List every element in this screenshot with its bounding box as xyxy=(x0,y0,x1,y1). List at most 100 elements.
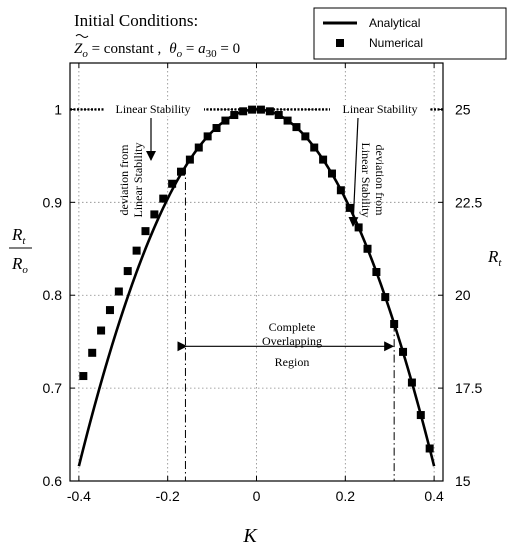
y-left-tick-label-1: 0.7 xyxy=(43,380,63,396)
numerical-point-3 xyxy=(105,306,114,315)
numerical-point-24 xyxy=(292,123,301,132)
header-z-symbol: Z xyxy=(74,41,83,57)
numerical-point-2 xyxy=(97,326,106,335)
x-tick-label-3: 0.2 xyxy=(336,488,356,504)
linear-stability-left-label: Linear Stability xyxy=(116,102,191,116)
numerical-point-27 xyxy=(319,155,328,164)
numerical-point-16 xyxy=(221,116,230,125)
x-tick-label-1: -0.2 xyxy=(156,488,180,504)
x-axis-label: K xyxy=(242,525,258,547)
numerical-point-23 xyxy=(283,116,292,125)
numerical-point-17 xyxy=(230,111,239,120)
deviation-right-line2: Linear Stability xyxy=(359,143,373,218)
numerical-point-21 xyxy=(265,107,274,116)
linear-stability-right-bg xyxy=(330,100,430,116)
header-z-sub: o xyxy=(82,48,88,60)
header-theta-sub: o xyxy=(177,48,183,60)
numerical-point-15 xyxy=(212,124,221,133)
header-theta-end: = 0 xyxy=(217,41,240,57)
y-left-tick-label-4: 1 xyxy=(54,101,62,117)
y-right-tick-label-1: 17.5 xyxy=(455,380,482,396)
numerical-point-37 xyxy=(407,378,416,387)
y-right-sub: t xyxy=(498,257,502,269)
tick-labels: -0.4 -0.2 0 0.2 0.4 0.6 0.7 0.8 0.9 1 15 17.5 20 22.5… xyxy=(43,63,482,504)
numerical-point-33 xyxy=(372,268,381,276)
analytical-curve xyxy=(77,108,436,467)
x-tick-label-0: -0.4 xyxy=(67,488,91,504)
y-left-den-sym: R xyxy=(11,254,23,273)
numerical-point-1 xyxy=(88,348,97,357)
numerical-point-26 xyxy=(310,143,319,152)
analytical-series xyxy=(77,108,436,467)
annotations: Linear Stability Linear Stability deviat… xyxy=(104,100,430,370)
deviation-left-line2: Linear Stability xyxy=(131,143,145,218)
y-left-axis-label: Rt Ro xyxy=(9,225,32,276)
numerical-point-39 xyxy=(425,444,434,453)
header-theta-symbol: θ xyxy=(169,41,177,57)
y-left-num: Rt xyxy=(11,225,26,247)
numerical-point-5 xyxy=(123,267,132,276)
y-left-tick-label-2: 0.8 xyxy=(43,287,63,303)
y-right-tick-label-0: 15 xyxy=(455,473,471,489)
numerical-point-28 xyxy=(327,169,336,178)
header-a-symbol: a xyxy=(198,41,206,57)
numerical-point-7 xyxy=(141,227,150,236)
y-left-den-sub: o xyxy=(22,264,28,276)
y-right-tick-label-4: 25 xyxy=(455,101,471,117)
x-tick-label-2: 0 xyxy=(253,488,261,504)
numerical-point-30 xyxy=(345,203,354,212)
numerical-point-14 xyxy=(203,132,212,141)
numerical-point-19 xyxy=(248,105,257,114)
header-theta-mid: = xyxy=(182,41,198,57)
deviation-left-line1: deviation from xyxy=(117,144,131,216)
numerical-point-12 xyxy=(185,155,194,164)
y-right-tick-label-3: 22.5 xyxy=(455,194,482,210)
legend-numerical-label: Numerical xyxy=(369,36,423,50)
header-line1: Initial Conditions: xyxy=(74,11,198,30)
numerical-series xyxy=(79,105,434,453)
numerical-point-38 xyxy=(416,411,425,420)
numerical-point-29 xyxy=(336,186,345,195)
grid xyxy=(70,63,443,482)
numerical-point-25 xyxy=(301,132,310,141)
overlap-line3: Region xyxy=(275,355,310,369)
overlap-line1: Complete xyxy=(269,320,316,334)
numerical-point-13 xyxy=(194,143,203,152)
linear-stability-left-bg xyxy=(104,100,204,116)
header-a-sub: 30 xyxy=(206,48,218,60)
numerical-point-22 xyxy=(274,111,283,120)
numerical-point-10 xyxy=(168,179,177,188)
linear-stability-right-label: Linear Stability xyxy=(343,102,418,116)
numerical-point-6 xyxy=(132,246,141,255)
y-left-tick-label-0: 0.6 xyxy=(43,473,63,489)
header-z-eq: = constant , xyxy=(88,41,161,57)
legend-numerical-swatch xyxy=(336,39,344,47)
numerical-point-32 xyxy=(363,244,372,253)
numerical-point-8 xyxy=(150,210,159,219)
x-tick-label-4: 0.4 xyxy=(424,488,444,504)
numerical-point-34 xyxy=(381,293,390,302)
header-line2: Zo = constant , θo = a30 = 0 xyxy=(74,41,240,60)
linear-stability-right-arrow xyxy=(348,117,359,227)
numerical-point-35 xyxy=(390,320,399,329)
y-right-tick-label-2: 20 xyxy=(455,287,471,303)
numerical-point-0 xyxy=(79,372,88,381)
numerical-point-11 xyxy=(177,167,186,176)
numerical-point-31 xyxy=(354,223,363,232)
y-left-den: Ro xyxy=(11,254,28,276)
numerical-point-36 xyxy=(399,347,408,356)
deviation-right-line1: deviation from xyxy=(373,145,387,217)
legend-box xyxy=(313,7,507,60)
header-z-tilde xyxy=(75,34,89,38)
numerical-point-20 xyxy=(256,105,265,114)
y-left-num-sub: t xyxy=(22,235,26,247)
legend: Analytical Numerical xyxy=(313,7,507,60)
y-right-axis-label: Rt xyxy=(487,247,502,269)
y-left-num-sym: R xyxy=(11,225,23,244)
numerical-point-18 xyxy=(239,107,248,116)
legend-analytical-label: Analytical xyxy=(369,16,420,30)
y-left-tick-label-3: 0.9 xyxy=(43,194,63,210)
numerical-point-4 xyxy=(114,287,123,296)
numerical-point-9 xyxy=(159,194,168,203)
